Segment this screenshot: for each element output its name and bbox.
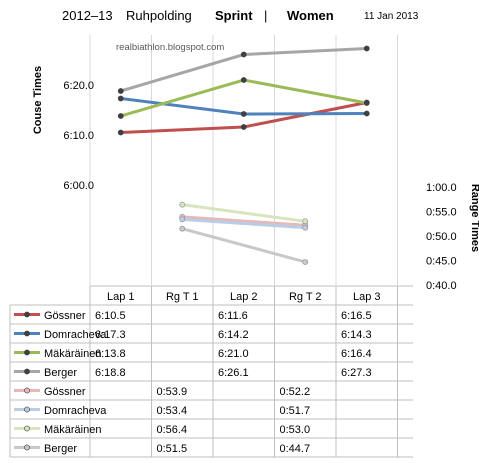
series-layer (117, 45, 370, 265)
table-cell-value: 6:18.8 (95, 367, 126, 379)
axis-layer: 6:20.0 6:10.0 6:00.0 1:00.0 0:55.0 0:50.0 0:45… (63, 80, 456, 292)
left-axis-tick-label: 6:00.0 (63, 180, 94, 192)
table-cell-value: 0:44.7 (280, 443, 311, 455)
event-label: Sprint (215, 8, 253, 23)
legend-key-marker (24, 444, 30, 451)
series-point (117, 95, 124, 102)
grid-layer (89, 35, 398, 285)
series-point (240, 77, 247, 83)
table-cell-value: 6:21.0 (218, 348, 249, 360)
legend-series-name: Domracheva (44, 405, 107, 417)
legend-series-name: Mäkäräinen (44, 424, 101, 436)
category-header: Lap 1 (107, 291, 135, 303)
category-header: Lap 2 (230, 291, 258, 303)
table-cell-value: 6:16.4 (341, 348, 372, 360)
table-cell-value: 0:52.2 (280, 386, 311, 398)
table-cell-value: 0:53.0 (280, 424, 311, 436)
series-point (363, 100, 370, 106)
table-cell-value: 0:53.4 (157, 405, 188, 417)
table-cell-value: 6:13.8 (95, 348, 126, 360)
series-point (179, 201, 186, 208)
series-point (117, 129, 124, 136)
series-point (302, 224, 309, 231)
venue-label: Ruhpolding (126, 8, 192, 23)
legend-series-name: Berger (44, 443, 77, 455)
legend-key-marker (24, 311, 30, 318)
table-cell-value: 6:14.2 (218, 329, 249, 341)
series-point (240, 51, 247, 58)
table-cell-value: 0:53.9 (157, 386, 188, 398)
category-header: Rg T 2 (289, 291, 322, 303)
legend-key-marker (24, 349, 30, 356)
watermark-text: realbiathlon.blogspot.com (116, 42, 224, 53)
gender-label: Women (287, 8, 334, 23)
legend-key-marker (24, 368, 30, 375)
table-cell-value: 6:10.5 (95, 310, 126, 322)
legend-series-name: Berger (44, 367, 77, 379)
series-point (179, 225, 186, 232)
series-line (182, 203, 306, 223)
right-axis-tick-label: 0:55.0 (426, 207, 457, 219)
table-cell-value: 6:14.3 (341, 329, 372, 341)
table-cell-value: 6:26.1 (218, 367, 249, 379)
season-label: 2012–13 (62, 8, 113, 23)
table-cell-value: 6:11.6 (218, 310, 248, 322)
table-cell-value: 0:51.5 (157, 443, 188, 455)
series-point (240, 124, 247, 130)
series-point (363, 110, 370, 117)
right-axis-tick-label: 0:50.0 (426, 231, 457, 243)
series-point (363, 45, 370, 52)
right-axis-tick-label: 0:45.0 (426, 256, 457, 268)
table-cell-value: 6:17.3 (95, 329, 126, 341)
left-axis-label: Couse Times (32, 66, 44, 134)
series-point (117, 113, 124, 119)
series-point (179, 216, 186, 223)
series-point (240, 111, 247, 117)
right-axis-label: Range Times (469, 184, 479, 252)
left-axis-tick-label: 6:20.0 (63, 80, 94, 92)
series-point (302, 259, 309, 265)
legend-key-marker (24, 387, 30, 394)
data-table: Lap 1 Rg T 1 Lap 2 Rg T 2 Lap 3 Gössner 6:10.5… (9, 285, 413, 458)
legend-series-name: Gössner (44, 310, 86, 322)
series-point (302, 218, 309, 225)
right-axis-tick-label: 1:00.0 (426, 182, 457, 194)
left-axis-tick-label: 6:10.0 (63, 130, 94, 142)
legend-key-marker (24, 406, 30, 413)
table-cell-value: 0:56.4 (157, 424, 188, 436)
series-line (182, 215, 306, 227)
category-header: Rg T 1 (166, 291, 199, 303)
legend-series-name: Domracheva (44, 329, 107, 341)
date-label: 11 Jan 2013 (364, 11, 419, 22)
legend-key-marker (24, 330, 30, 337)
series-point (117, 88, 124, 94)
legend-key-marker (24, 425, 30, 432)
legend-series-name: Gössner (44, 386, 86, 398)
series-line (181, 227, 306, 264)
table-cell-value: 6:27.3 (341, 367, 372, 379)
right-axis-tick-label: 0:40.0 (426, 280, 457, 292)
header-separator: | (264, 8, 268, 23)
table-cell-value: 6:16.5 (341, 310, 372, 322)
category-header: Lap 3 (353, 291, 381, 303)
table-cell-value: 0:51.7 (280, 405, 311, 417)
legend-series-name: Mäkäräinen (44, 348, 101, 360)
series-line (182, 217, 306, 230)
